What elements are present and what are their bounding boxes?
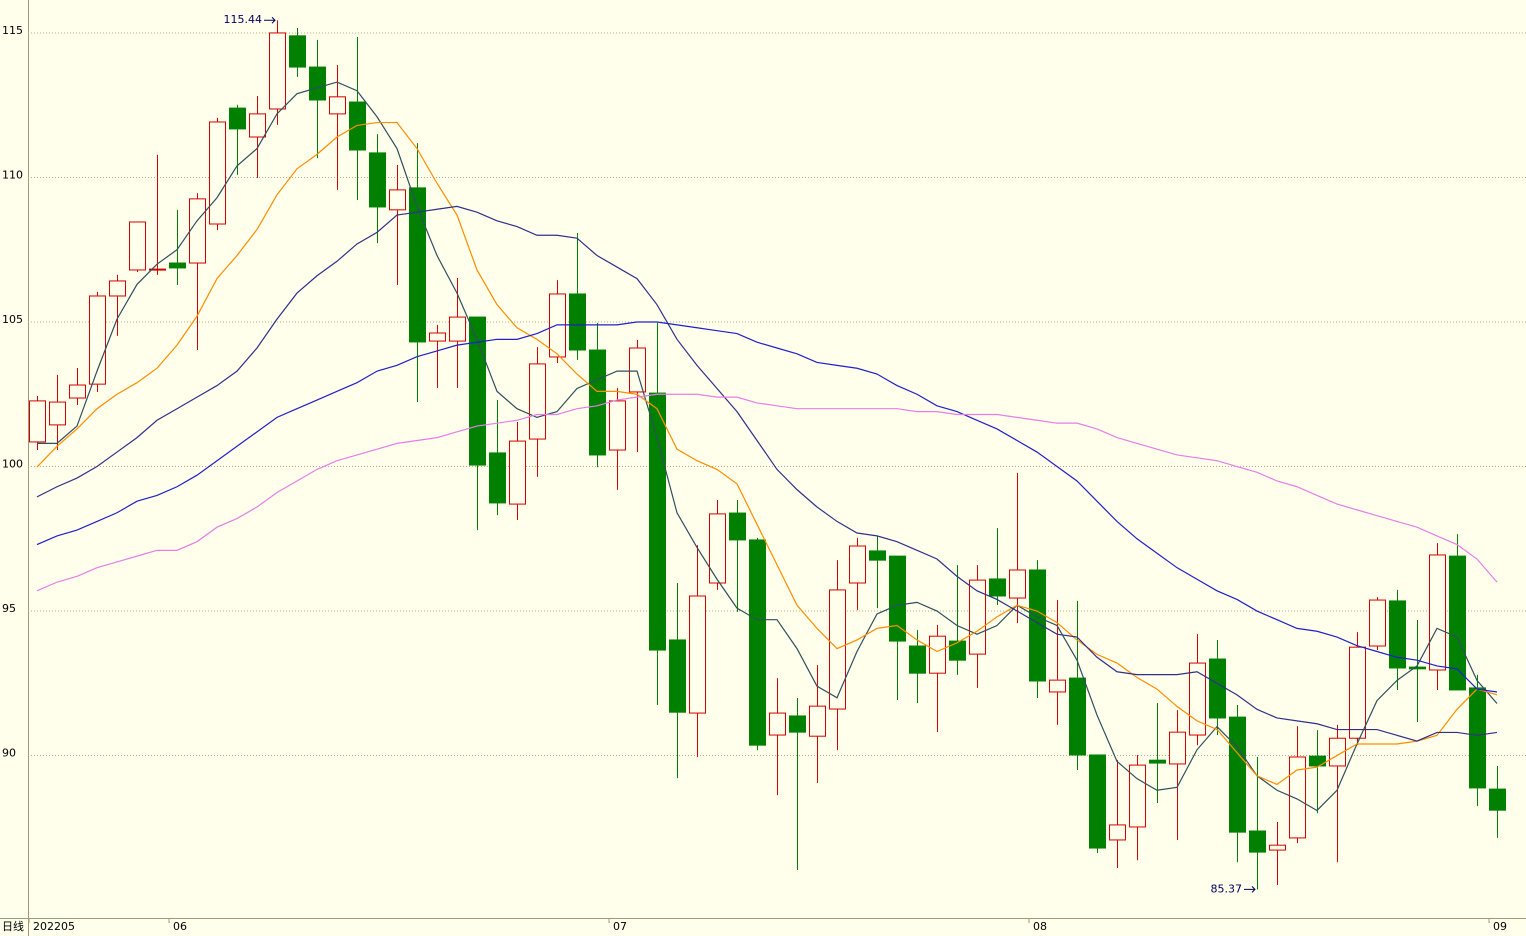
- y-tick-label: 100: [2, 458, 23, 471]
- candle-body: [129, 221, 146, 271]
- candle-body: [1269, 844, 1286, 851]
- candle-body: [1409, 666, 1426, 670]
- candle-body: [1369, 599, 1386, 647]
- candle-body: [1109, 824, 1126, 841]
- candle-body: [1329, 737, 1346, 767]
- candle-body: [269, 32, 286, 110]
- candle-body: [849, 545, 866, 584]
- y-tick-label: 95: [2, 602, 16, 615]
- candle-body: [309, 66, 326, 101]
- candle-body: [1389, 600, 1406, 669]
- candle-body: [789, 715, 806, 733]
- candle-body: [109, 280, 126, 297]
- candle-body: [389, 189, 406, 211]
- candle-body: [69, 384, 86, 399]
- candle-body: [409, 187, 426, 343]
- candle-body: [89, 295, 106, 385]
- candle-body: [489, 452, 506, 504]
- candle-body: [609, 400, 626, 451]
- moving-average-line: [36, 321, 1498, 693]
- period-label: 日线: [2, 919, 24, 933]
- candle-body: [909, 645, 926, 674]
- candle-body: [709, 513, 726, 584]
- candle-body: [1309, 755, 1326, 767]
- candle-body: [1029, 569, 1046, 682]
- candle-body: [509, 440, 526, 505]
- candle-body: [349, 101, 366, 151]
- candle-body: [229, 107, 246, 130]
- extreme-label: 115.44: [224, 13, 263, 26]
- candle-body: [669, 639, 686, 713]
- candle-body: [1229, 716, 1246, 833]
- candle-body: [769, 712, 786, 736]
- candle-body: [1249, 830, 1266, 853]
- candle-body: [749, 539, 766, 746]
- candle-body: [1469, 687, 1486, 789]
- candle-body: [189, 198, 206, 264]
- candle-body: [1149, 759, 1166, 764]
- candle-body: [829, 589, 846, 710]
- candle-body: [929, 635, 946, 674]
- candle-body: [869, 550, 886, 561]
- candle-body: [729, 512, 746, 541]
- moving-average-line: [36, 121, 1498, 786]
- y-tick-label: 115: [2, 24, 23, 37]
- candle-body: [29, 400, 46, 443]
- candle-body: [529, 363, 546, 440]
- candle-body: [1129, 764, 1146, 828]
- candle-body: [1009, 569, 1026, 599]
- moving-average-line: [37, 81, 1498, 812]
- x-tick-label: 202205: [33, 920, 75, 933]
- candle-body: [149, 268, 166, 271]
- candle-body: [469, 316, 486, 466]
- y-tick-label: 90: [2, 747, 16, 760]
- candle-body: [429, 332, 446, 342]
- extreme-arrow: [1244, 886, 1256, 893]
- y-tick-label: 105: [2, 313, 23, 326]
- candle-body: [889, 555, 906, 642]
- candle-body: [369, 152, 386, 208]
- moving-average-line: [36, 205, 1498, 742]
- candle-body: [1449, 555, 1466, 691]
- x-tick-label: 06: [173, 920, 187, 933]
- candle-body: [1169, 731, 1186, 765]
- candle-body: [449, 316, 466, 342]
- candle-body: [809, 705, 826, 737]
- candle-body: [1429, 554, 1446, 671]
- candle-body: [249, 113, 266, 138]
- moving-average-line: [36, 393, 1498, 592]
- candle-body: [989, 578, 1006, 597]
- candle-body: [1349, 646, 1366, 739]
- x-tick-label: 08: [1033, 920, 1047, 933]
- candle-body: [1209, 658, 1226, 719]
- extreme-label: 85.37: [1211, 882, 1243, 895]
- x-tick-label: 09: [1493, 920, 1507, 933]
- candle-body: [49, 401, 66, 426]
- candle-body: [969, 579, 986, 655]
- candle-body: [629, 347, 646, 393]
- candle-body: [649, 392, 666, 651]
- candle-body: [1189, 662, 1206, 736]
- candle-body: [209, 121, 226, 225]
- x-tick-label: 07: [613, 920, 627, 933]
- extreme-arrow: [264, 16, 276, 24]
- candle-body: [289, 35, 306, 68]
- candle-body: [949, 640, 966, 661]
- candle-body: [329, 96, 346, 115]
- y-tick-label: 110: [2, 168, 23, 181]
- candle-body: [1289, 756, 1306, 839]
- candle-body: [1089, 754, 1106, 849]
- candle-body: [689, 595, 706, 714]
- candle-body: [569, 293, 586, 351]
- candle-body: [1049, 679, 1066, 693]
- candle-body: [589, 349, 606, 456]
- candle-body: [169, 262, 186, 269]
- candle-body: [1069, 677, 1086, 756]
- candle-body: [1489, 788, 1506, 811]
